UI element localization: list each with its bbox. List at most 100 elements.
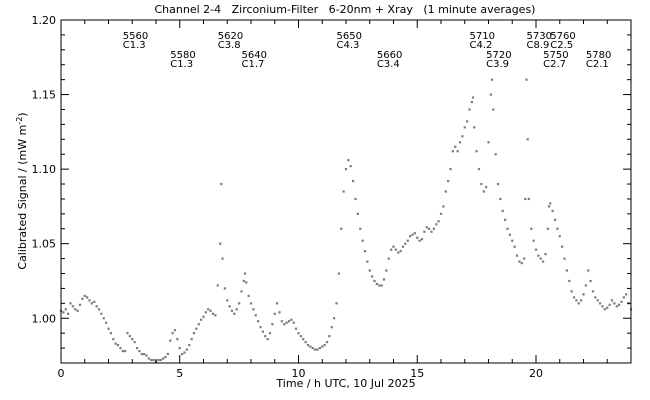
data-point — [309, 345, 312, 348]
flare-id-label: 5710 — [470, 31, 495, 42]
data-point — [143, 352, 146, 356]
flare-class-label: C1.3 — [170, 59, 193, 70]
data-point — [563, 257, 566, 260]
data-point — [162, 357, 165, 360]
x-axis: 0 5 10 15 20 — [58, 20, 632, 380]
data-point — [504, 218, 507, 221]
flare-class-label: C3.4 — [377, 59, 400, 70]
data-point — [542, 260, 545, 263]
data-point — [385, 269, 388, 272]
y-tick-label: 1.00 — [32, 312, 57, 325]
data-point — [283, 323, 286, 326]
data-point — [463, 126, 466, 129]
data-point — [468, 108, 471, 111]
data-point — [202, 315, 205, 318]
data-point — [295, 327, 298, 330]
data-point — [207, 308, 210, 311]
data-point — [515, 254, 519, 257]
data-point — [86, 296, 89, 299]
y-axis-label-end: ) — [16, 112, 29, 116]
data-point — [290, 318, 293, 321]
data-point — [435, 223, 438, 226]
data-point — [622, 296, 625, 299]
data-point — [558, 235, 561, 238]
data-point — [69, 302, 72, 305]
data-point — [610, 299, 614, 302]
data-point — [197, 323, 200, 326]
data-point — [530, 227, 533, 230]
data-point — [494, 153, 497, 156]
data-point — [420, 238, 424, 241]
data-point — [451, 150, 454, 153]
data-point — [204, 311, 207, 314]
data-point — [200, 318, 203, 321]
data-point — [337, 272, 340, 275]
data-point — [344, 168, 348, 171]
data-point — [568, 279, 571, 283]
data-point — [582, 293, 585, 296]
data-point — [544, 253, 547, 256]
y-tick-label: 1.20 — [32, 14, 57, 27]
data-point — [330, 326, 333, 329]
y-tick-label: 1.05 — [32, 238, 57, 251]
data-point — [561, 245, 564, 248]
data-point — [273, 312, 276, 315]
data-point — [508, 233, 511, 236]
data-point — [447, 179, 450, 183]
data-point — [397, 251, 400, 254]
data-point — [95, 305, 98, 308]
data-point — [620, 300, 623, 303]
data-point — [511, 239, 514, 242]
data-point — [306, 344, 310, 347]
data-point — [223, 287, 226, 290]
data-point — [150, 358, 153, 362]
flare-id-label: 5580 — [170, 50, 195, 61]
data-point — [333, 317, 336, 320]
data-point — [81, 297, 84, 300]
x-axis-label: Time / h UTC, 10 Jul 2025 — [275, 377, 415, 390]
data-point — [185, 348, 188, 351]
data-point — [242, 279, 245, 283]
data-point — [406, 239, 409, 242]
data-point — [83, 294, 86, 297]
data-point — [188, 344, 191, 347]
data-point — [328, 335, 331, 338]
data-point — [257, 320, 260, 323]
data-point — [261, 330, 264, 333]
data-point — [449, 168, 452, 171]
data-point — [240, 290, 243, 293]
plot-frame — [60, 19, 632, 364]
data-point — [62, 311, 65, 314]
data-point — [124, 349, 127, 353]
data-point — [601, 305, 604, 308]
data-point — [547, 205, 551, 208]
flare-id-label: 5620 — [218, 31, 243, 42]
data-point — [439, 212, 443, 215]
data-point — [254, 314, 257, 317]
data-point — [259, 326, 262, 329]
data-point — [363, 250, 367, 253]
x-tick-label: 10 — [292, 367, 306, 380]
data-point — [88, 299, 91, 302]
data-point — [382, 278, 386, 281]
flare-id-label: 5750 — [543, 50, 568, 61]
data-point — [596, 299, 599, 302]
data-point — [78, 303, 82, 306]
data-point — [520, 261, 523, 265]
data-point — [524, 197, 527, 201]
data-point — [178, 346, 181, 350]
data-point — [74, 308, 77, 311]
data-point — [444, 190, 447, 193]
data-point — [181, 352, 184, 356]
data-point — [425, 226, 428, 229]
data-point — [109, 332, 112, 335]
data-point — [221, 257, 224, 260]
data-point — [271, 323, 274, 326]
data-point — [131, 338, 134, 341]
data-point — [580, 299, 583, 302]
data-point — [354, 197, 357, 201]
data-point — [133, 341, 136, 344]
data-point — [349, 165, 352, 168]
data-point — [245, 281, 248, 284]
